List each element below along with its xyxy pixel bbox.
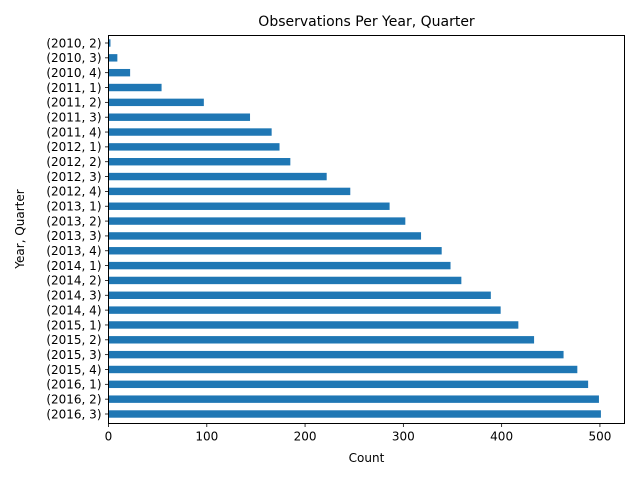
- y-tick-label: (2015, 3): [46, 348, 101, 362]
- y-tick-label: (2014, 3): [46, 289, 101, 303]
- y-axis-ticks: (2010, 2)(2010, 3)(2010, 4)(2011, 1)(201…: [46, 36, 109, 421]
- bar: [108, 232, 422, 240]
- y-tick-label: (2015, 4): [46, 363, 101, 377]
- y-tick-label: (2011, 4): [46, 125, 101, 139]
- y-tick-label: (2015, 1): [46, 318, 101, 332]
- bar: [108, 83, 162, 92]
- bar: [108, 336, 535, 344]
- x-tick-label: 100: [195, 430, 218, 444]
- plot-frame: [108, 35, 625, 424]
- bar: [108, 365, 578, 374]
- x-axis-label: Count: [349, 451, 385, 465]
- bar: [108, 113, 251, 121]
- y-tick-label: (2015, 2): [46, 333, 101, 347]
- bar: [108, 350, 564, 359]
- bar: [108, 261, 451, 270]
- bar: [108, 68, 131, 77]
- y-tick-label: (2012, 4): [46, 185, 101, 199]
- bar: [108, 54, 118, 62]
- x-tick-label: 400: [490, 430, 513, 444]
- y-tick-label: (2016, 3): [46, 407, 101, 421]
- y-tick-label: (2010, 2): [46, 36, 101, 50]
- y-tick-label: (2014, 2): [46, 274, 101, 288]
- x-axis-ticks: 0 100 200 300 400 500: [105, 423, 611, 444]
- bar: [108, 172, 327, 181]
- y-tick-label: (2012, 1): [46, 140, 101, 154]
- y-tick-label: (2010, 3): [46, 51, 101, 65]
- x-tick-label: 300: [392, 430, 415, 444]
- bar: [108, 380, 589, 389]
- bar: [108, 276, 462, 285]
- y-tick-label: (2012, 3): [46, 170, 101, 184]
- y-tick-label: (2012, 2): [46, 155, 101, 169]
- bar: [108, 39, 111, 47]
- bar: [108, 98, 204, 107]
- y-tick-label: (2016, 1): [46, 378, 101, 392]
- y-tick-label: (2011, 1): [46, 81, 101, 95]
- y-tick-label: (2011, 3): [46, 111, 101, 125]
- y-tick-label: (2010, 4): [46, 66, 101, 80]
- bar: [108, 158, 291, 166]
- y-tick-label: (2014, 4): [46, 303, 101, 317]
- x-tick-label: 200: [294, 430, 317, 444]
- bar: [108, 306, 501, 314]
- bar: [108, 247, 442, 255]
- bar: [108, 217, 406, 225]
- bar: [108, 321, 519, 329]
- y-tick-label: (2013, 3): [46, 229, 101, 243]
- y-tick-label: (2011, 2): [46, 96, 101, 110]
- bar: [108, 128, 272, 136]
- bar: [108, 291, 491, 299]
- bar: [108, 395, 599, 403]
- bar: [108, 187, 351, 196]
- y-tick-label: (2014, 1): [46, 259, 101, 273]
- bars-layer: [108, 39, 601, 418]
- chart-title: Observations Per Year, Quarter: [258, 14, 475, 30]
- y-axis-label: Year, Quarter: [13, 189, 27, 269]
- y-tick-label: (2013, 4): [46, 244, 101, 258]
- bar: [108, 410, 601, 418]
- y-tick-label: (2013, 2): [46, 214, 101, 228]
- x-tick-label: 500: [588, 430, 611, 444]
- bar: [108, 202, 390, 210]
- y-tick-label: (2016, 2): [46, 392, 101, 406]
- bar: [108, 143, 280, 151]
- y-tick-label: (2013, 1): [46, 200, 101, 214]
- x-tick-label: 0: [105, 430, 113, 444]
